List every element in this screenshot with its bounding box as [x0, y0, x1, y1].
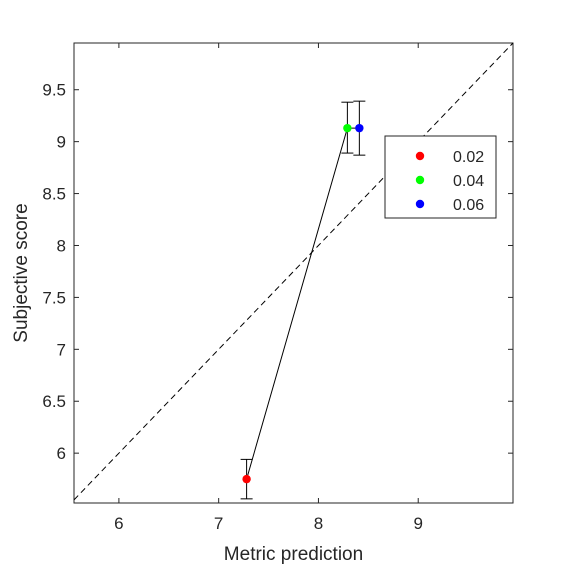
- legend-label: 0.06: [453, 197, 484, 214]
- reference-line: [73, 42, 514, 501]
- reference-line-layer: [73, 42, 514, 501]
- y-tick-label: 8.5: [42, 185, 66, 204]
- legend-label: 0.02: [453, 149, 484, 166]
- x-tick-label: 8: [314, 514, 323, 533]
- y-tick-label: 7: [57, 340, 66, 359]
- plot-area: [73, 42, 514, 504]
- legend-box: [384, 135, 497, 219]
- data-point: [242, 474, 251, 484]
- legend-marker: [415, 199, 425, 209]
- y-tick-label: 6.5: [42, 392, 66, 411]
- x-axis-label: Metric prediction: [224, 544, 363, 565]
- data-point: [355, 123, 364, 133]
- y-axis: 6 6.5 7 7.5 8 8.5 9 9.5: [42, 81, 513, 463]
- data-point: [343, 123, 352, 133]
- x-tick-label: 6: [114, 514, 123, 533]
- legend: 0.02 0.04 0.06: [384, 135, 497, 219]
- x-tick-label: 9: [413, 514, 422, 533]
- legend-marker: [415, 175, 425, 185]
- x-tick-label: 7: [214, 514, 223, 533]
- y-tick-label: 9.5: [42, 81, 66, 100]
- y-tick-label: 6: [57, 444, 66, 463]
- y-axis-label: Subjective score: [11, 203, 32, 342]
- y-tick-label: 8: [57, 236, 66, 255]
- legend-marker: [415, 151, 425, 161]
- legend-label: 0.04: [453, 173, 484, 190]
- y-tick-label: 9: [57, 133, 66, 152]
- plot-frame: [73, 42, 514, 504]
- x-axis: 6 7 8 9: [114, 43, 423, 533]
- y-tick-label: 7.5: [42, 288, 66, 307]
- series-layer: [240, 100, 366, 500]
